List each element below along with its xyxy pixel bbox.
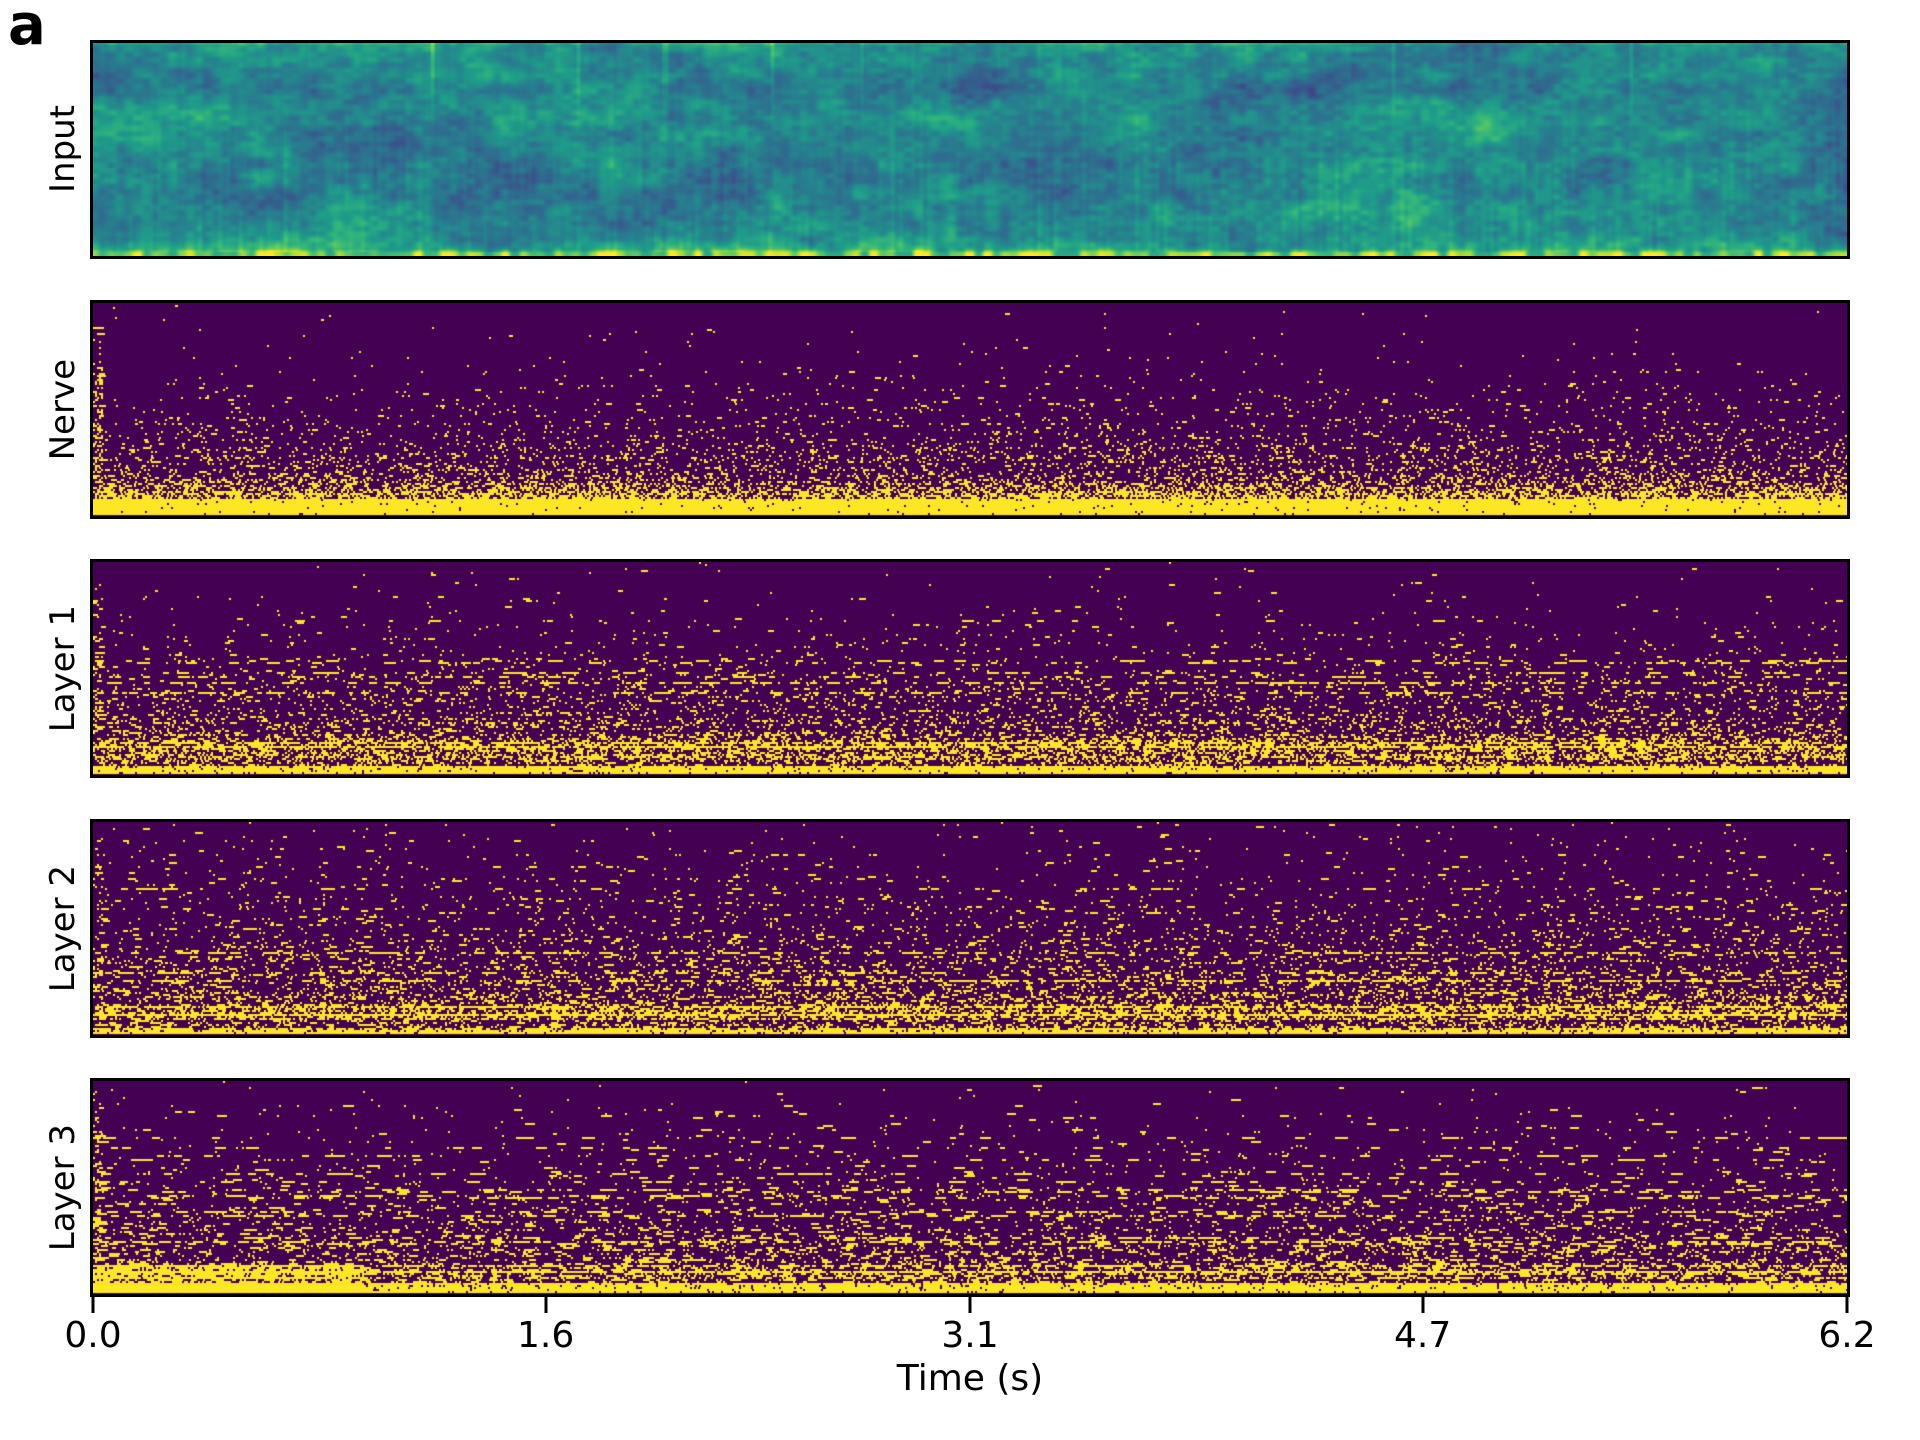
x-tick-mark: [968, 1297, 972, 1313]
x-tick-label: 3.1: [941, 1315, 999, 1356]
y-axis-label-layer2: Layer 2: [42, 864, 83, 993]
layer2-raster-canvas: [93, 822, 1847, 1035]
y-axis-label-layer3: Layer 3: [42, 1123, 83, 1252]
y-axis-label-nerve: Nerve: [42, 358, 83, 461]
panel-tag: a: [8, 0, 46, 58]
x-tick-mark: [544, 1297, 548, 1313]
y-axis-label-box: Nerve: [3, 303, 89, 516]
y-axis-label-box: Layer 3: [3, 1081, 89, 1294]
y-axis-label-box: Layer 2: [3, 822, 89, 1035]
x-tick-label: 0.0: [64, 1315, 122, 1356]
y-axis-label-layer1: Layer 1: [42, 604, 83, 733]
x-tick-mark: [1845, 1297, 1849, 1313]
panel-layer3: Layer 3: [43, 1078, 1850, 1297]
panel-layer1: Layer 1: [43, 559, 1850, 778]
y-axis-label-box: Layer 1: [3, 562, 89, 775]
y-axis-label-input: Input: [42, 105, 83, 194]
x-tick-label: 6.2: [1818, 1315, 1876, 1356]
input-spectrogram-canvas: [93, 43, 1847, 256]
layer3-raster-canvas: [93, 1081, 1847, 1294]
x-axis-title: Time (s): [896, 1358, 1044, 1399]
panel-nerve: Nerve: [43, 300, 1850, 519]
x-tick-mark: [1421, 1297, 1425, 1313]
layer1-raster-canvas: [93, 562, 1847, 775]
x-tick-label: 4.7: [1394, 1315, 1452, 1356]
panel-layer2: Layer 2: [43, 819, 1850, 1038]
panel-input: Input: [43, 40, 1850, 259]
x-tick-label: 1.6: [517, 1315, 575, 1356]
x-tick-mark: [91, 1297, 95, 1313]
nerve-raster-canvas: [93, 303, 1847, 516]
y-axis-label-box: Input: [3, 43, 89, 256]
